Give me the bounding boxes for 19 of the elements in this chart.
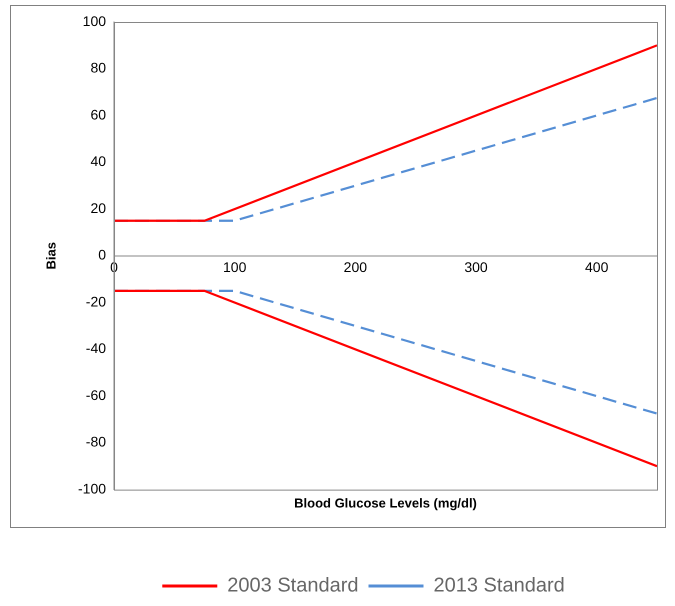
y-tick-label: 20 bbox=[90, 200, 106, 216]
x-tick-label: 200 bbox=[344, 259, 368, 276]
legend-label: 2013 Standard bbox=[434, 574, 565, 597]
y-tick-label: 40 bbox=[90, 153, 106, 170]
y-tick-label: 80 bbox=[90, 60, 106, 76]
y-tick-label: 0 bbox=[98, 246, 106, 263]
x-tick-label: 400 bbox=[584, 259, 609, 276]
y-tick-label: -80 bbox=[86, 434, 106, 450]
y-tick-label: 100 bbox=[82, 12, 106, 29]
x-axis-title: Blood Glucose Levels (mg/dl) bbox=[294, 496, 477, 511]
x-tick-label: 300 bbox=[464, 259, 488, 276]
x-tick-label: 100 bbox=[223, 259, 247, 276]
legend-label: 2003 Standard bbox=[227, 574, 359, 597]
y-tick-label: -20 bbox=[86, 293, 106, 310]
y-tick-label: -60 bbox=[86, 386, 106, 403]
y-axis-title: Bias bbox=[44, 242, 59, 270]
y-tick-label: 60 bbox=[90, 106, 106, 122]
y-tick-label: -40 bbox=[86, 340, 106, 356]
y-tick-label: -100 bbox=[78, 480, 106, 496]
